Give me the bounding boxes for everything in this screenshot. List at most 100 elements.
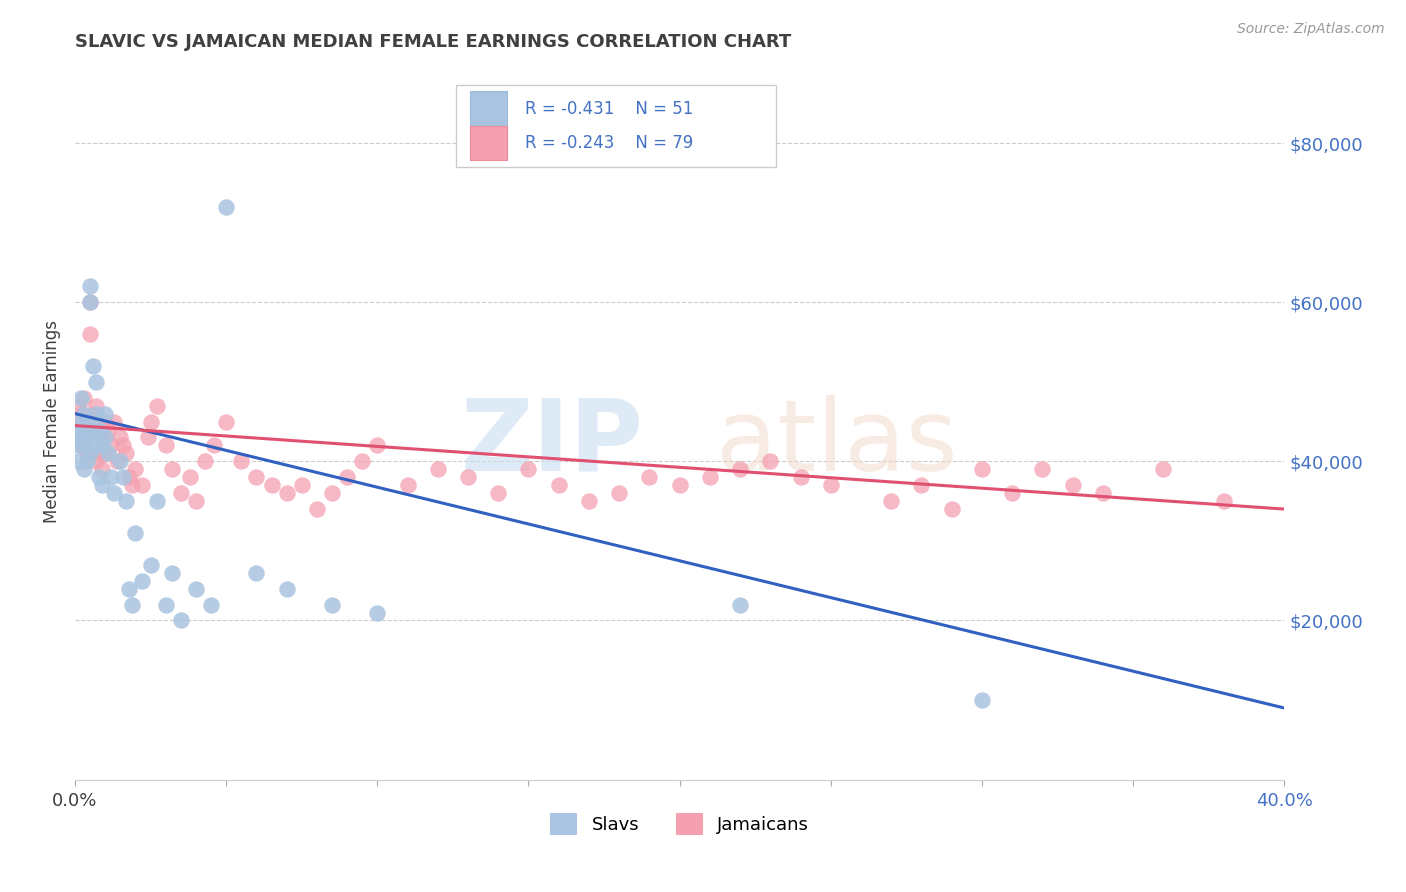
Point (160, 566, 183, 580)
Point (79, 279, 101, 293)
Point (118, 470, 141, 484)
Point (73, 423, 96, 437)
Bar (471, 126, 506, 161)
Point (276, 582, 298, 596)
Point (79, 295, 101, 310)
Text: R = -0.243    N = 79: R = -0.243 N = 79 (524, 134, 693, 152)
Point (1152, 462, 1174, 476)
Point (200, 598, 222, 612)
Point (155, 438, 177, 452)
Point (89, 446, 111, 460)
Point (112, 470, 135, 484)
Point (170, 486, 193, 500)
Point (759, 454, 782, 468)
Point (184, 494, 207, 508)
Point (89, 423, 111, 437)
Point (110, 430, 132, 444)
Point (245, 566, 267, 580)
Text: SLAVIC VS JAMAICAN MEDIAN FEMALE EARNINGS CORRELATION CHART: SLAVIC VS JAMAICAN MEDIAN FEMALE EARNING… (75, 33, 792, 51)
Point (231, 454, 253, 468)
Point (91, 438, 114, 452)
Point (70, 391, 93, 405)
Point (547, 478, 569, 492)
Point (145, 399, 167, 413)
Point (94, 415, 117, 429)
Point (70, 415, 93, 429)
Point (94, 407, 117, 421)
Point (184, 582, 207, 596)
Point (215, 415, 238, 429)
Text: atlas: atlas (716, 394, 957, 491)
Point (728, 598, 751, 612)
Point (103, 486, 125, 500)
Y-axis label: Median Female Earnings: Median Female Earnings (44, 320, 60, 523)
Point (73, 438, 96, 452)
Point (366, 438, 388, 452)
Point (91, 478, 114, 492)
Point (66, 438, 89, 452)
Point (118, 582, 141, 596)
Point (321, 486, 343, 500)
Point (84, 438, 107, 452)
Point (457, 470, 479, 484)
Point (70, 407, 93, 421)
Point (79, 326, 101, 341)
Point (112, 438, 135, 452)
Point (89, 430, 111, 444)
Point (100, 438, 122, 452)
Point (66, 454, 89, 468)
Point (91, 462, 114, 476)
Text: Source: ZipAtlas.com: Source: ZipAtlas.com (1237, 22, 1385, 37)
Bar (471, 92, 506, 126)
Point (124, 525, 146, 540)
Point (70, 430, 93, 444)
Point (607, 486, 630, 500)
Point (321, 598, 343, 612)
Point (70, 415, 93, 429)
Point (131, 574, 153, 588)
Point (155, 598, 177, 612)
Point (103, 415, 125, 429)
Point (89, 470, 111, 484)
Point (396, 478, 419, 492)
Point (699, 470, 721, 484)
Point (84, 375, 107, 389)
Point (880, 494, 903, 508)
Point (94, 430, 117, 444)
Point (82, 423, 104, 437)
Point (79, 295, 101, 310)
Point (84, 399, 107, 413)
Point (1062, 478, 1084, 492)
FancyBboxPatch shape (456, 85, 776, 168)
Point (100, 470, 122, 484)
Point (139, 558, 162, 572)
Point (73, 438, 96, 452)
Point (139, 415, 162, 429)
Point (305, 502, 328, 516)
Point (76, 454, 98, 468)
Point (160, 462, 183, 476)
Point (131, 478, 153, 492)
Point (970, 693, 993, 707)
Point (66, 423, 89, 437)
Point (1031, 462, 1053, 476)
Point (94, 446, 117, 460)
Point (517, 462, 540, 476)
Point (124, 462, 146, 476)
Point (97, 446, 120, 460)
Point (179, 470, 201, 484)
Point (82, 359, 104, 373)
Point (76, 415, 98, 429)
Point (352, 454, 374, 468)
Point (84, 454, 107, 468)
Point (73, 391, 96, 405)
Point (82, 407, 104, 421)
Point (79, 446, 101, 460)
Point (121, 598, 143, 612)
Point (202, 438, 225, 452)
Point (1212, 494, 1234, 508)
Point (486, 486, 509, 500)
Point (276, 486, 298, 500)
Point (170, 614, 193, 628)
Point (820, 478, 842, 492)
